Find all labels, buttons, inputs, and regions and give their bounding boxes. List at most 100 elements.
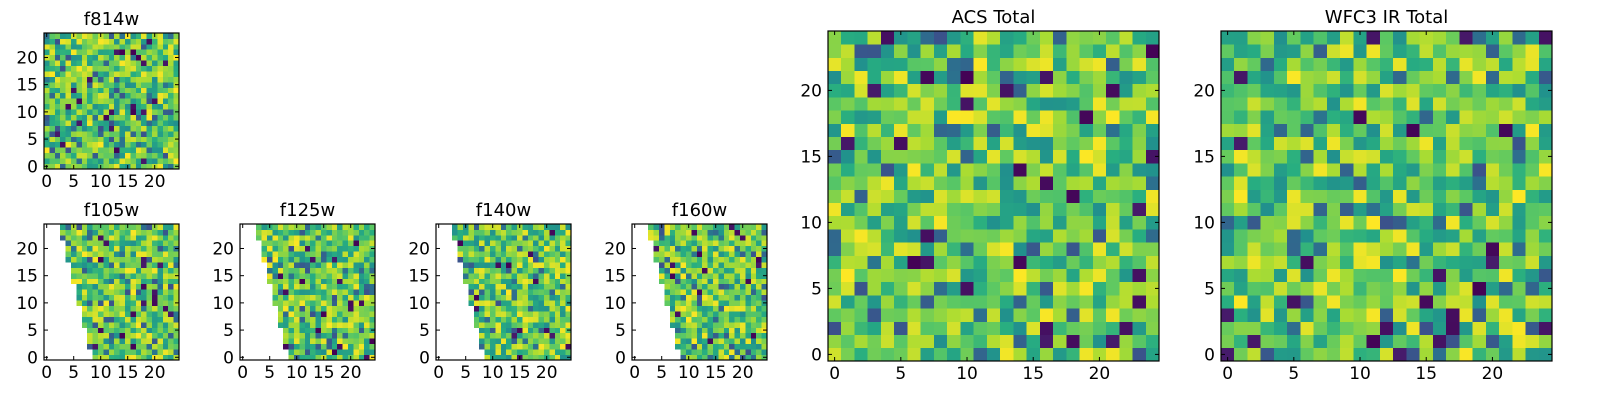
heatmap-cell xyxy=(734,224,741,230)
heatmap-cell xyxy=(310,272,316,279)
heatmap-cell xyxy=(734,272,741,279)
heatmap-cell xyxy=(1512,136,1526,151)
heatmap-cell xyxy=(81,278,88,285)
heatmap-cell xyxy=(1026,83,1041,98)
heatmap-cell xyxy=(560,283,566,290)
heatmap-cell xyxy=(342,294,349,301)
heatmap-cell xyxy=(560,305,566,312)
heatmap-cell xyxy=(468,272,475,279)
heatmap-cell xyxy=(1499,31,1513,45)
heatmap-cell xyxy=(1234,281,1248,296)
heatmap-cell xyxy=(653,234,660,241)
heatmap-cell xyxy=(750,354,757,361)
heatmap-cell xyxy=(517,289,523,296)
heatmap-cell xyxy=(342,316,349,323)
heatmap-cell xyxy=(81,163,88,170)
heatmap-cell xyxy=(358,245,365,252)
heatmap-cell xyxy=(157,316,164,323)
heatmap-cell xyxy=(479,343,485,350)
heatmap-cell xyxy=(130,267,137,274)
heatmap-cell xyxy=(1066,31,1080,45)
heatmap-cell xyxy=(81,33,88,39)
heatmap-cell xyxy=(686,321,692,328)
heatmap-cell xyxy=(960,295,975,309)
heatmap-cell xyxy=(533,224,539,230)
heatmap-cell xyxy=(880,110,895,124)
heatmap-cell xyxy=(288,354,295,361)
heatmap-cell xyxy=(119,54,126,61)
heatmap-cell xyxy=(348,262,354,268)
heatmap-cell xyxy=(1026,44,1041,58)
heatmap-cell xyxy=(130,294,137,301)
heatmap-cell xyxy=(1313,110,1328,124)
heatmap-cell xyxy=(71,65,77,72)
heatmap-cell xyxy=(986,110,1001,124)
heatmap-cell xyxy=(1485,31,1500,45)
heatmap-cell xyxy=(664,300,671,306)
heatmap-cell xyxy=(1538,31,1553,45)
heatmap-cell xyxy=(920,136,935,151)
heatmap-cell xyxy=(718,283,725,290)
heatmap-cell xyxy=(1419,176,1434,190)
heatmap-cell xyxy=(1145,136,1160,151)
heatmap-cell xyxy=(108,136,115,143)
heatmap-cell xyxy=(315,262,322,268)
heatmap-cell xyxy=(135,43,142,50)
heatmap-cell xyxy=(907,255,922,269)
heatmap-cell xyxy=(506,343,512,350)
heatmap-cell xyxy=(119,136,126,143)
heatmap-cell xyxy=(745,305,752,312)
heatmap-cell xyxy=(1406,229,1420,243)
heatmap-cell xyxy=(152,272,158,279)
heatmap-cell xyxy=(1066,268,1080,283)
heatmap-cell xyxy=(1313,136,1328,151)
heatmap-cell xyxy=(168,109,174,115)
heatmap-cell xyxy=(756,267,762,274)
heatmap-cell xyxy=(1432,242,1447,256)
heatmap-cell xyxy=(1106,123,1120,137)
heatmap-cell xyxy=(168,332,174,339)
heatmap-cell xyxy=(1446,57,1460,71)
heatmap-cell xyxy=(103,283,110,290)
heatmap-cell xyxy=(342,332,349,339)
heatmap-cell xyxy=(841,163,855,177)
heatmap-cell xyxy=(1273,97,1288,111)
heatmap-cell xyxy=(98,327,104,334)
heatmap-cell xyxy=(71,71,77,77)
heatmap-cell xyxy=(71,262,77,268)
heatmap-cell xyxy=(659,262,665,268)
heatmap-cell xyxy=(168,54,174,61)
heatmap-cell xyxy=(65,114,72,121)
heatmap-cell xyxy=(828,136,842,151)
heatmap-cell xyxy=(484,234,491,241)
heatmap-cell xyxy=(740,272,746,279)
heatmap-cell xyxy=(54,103,61,110)
heatmap-cell xyxy=(495,262,502,268)
heatmap-cell xyxy=(664,256,671,263)
heatmap-cell xyxy=(342,289,349,296)
heatmap-cell xyxy=(544,283,550,290)
heatmap-cell xyxy=(669,256,676,263)
heatmap-cell xyxy=(103,136,110,143)
heatmap-cell xyxy=(659,234,665,241)
heatmap-cell xyxy=(125,136,131,143)
heatmap-cell xyxy=(60,125,66,132)
heatmap-cell xyxy=(1393,189,1407,203)
heatmap-cell xyxy=(463,245,469,252)
heatmap-cell xyxy=(718,278,725,285)
heatmap-cell xyxy=(1145,97,1160,111)
heatmap-cell xyxy=(960,123,975,137)
heatmap-cell xyxy=(1247,255,1262,269)
heatmap-cell xyxy=(173,256,180,263)
heatmap-cell xyxy=(146,98,153,105)
heatmap-cell xyxy=(1379,242,1394,256)
heatmap-cell xyxy=(756,349,762,355)
heatmap-cell xyxy=(734,354,741,361)
heatmap-cell xyxy=(1273,202,1288,217)
heatmap-cell xyxy=(1247,44,1262,58)
heatmap-cell xyxy=(745,245,752,252)
heatmap-cell xyxy=(565,256,572,263)
heatmap-cell xyxy=(114,245,120,252)
